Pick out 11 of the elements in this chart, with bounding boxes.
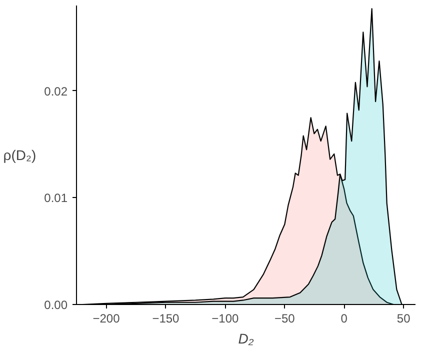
x-axis-title: D₂ — [238, 330, 254, 346]
x-tick-label: −200 — [92, 312, 120, 326]
y-axis-title: ρ(D₂) — [3, 147, 36, 163]
y-tick-label: 0.00 — [44, 298, 68, 312]
x-tick-label: −150 — [152, 312, 180, 326]
y-tick-label: 0.01 — [44, 191, 68, 206]
x-tick-label: −50 — [274, 312, 296, 326]
y-tick-label: 0.02 — [44, 84, 68, 98]
x-tick-label: 50 — [396, 312, 411, 326]
x-tick-label: −100 — [212, 312, 240, 326]
x-tick-label: 0 — [340, 312, 348, 326]
